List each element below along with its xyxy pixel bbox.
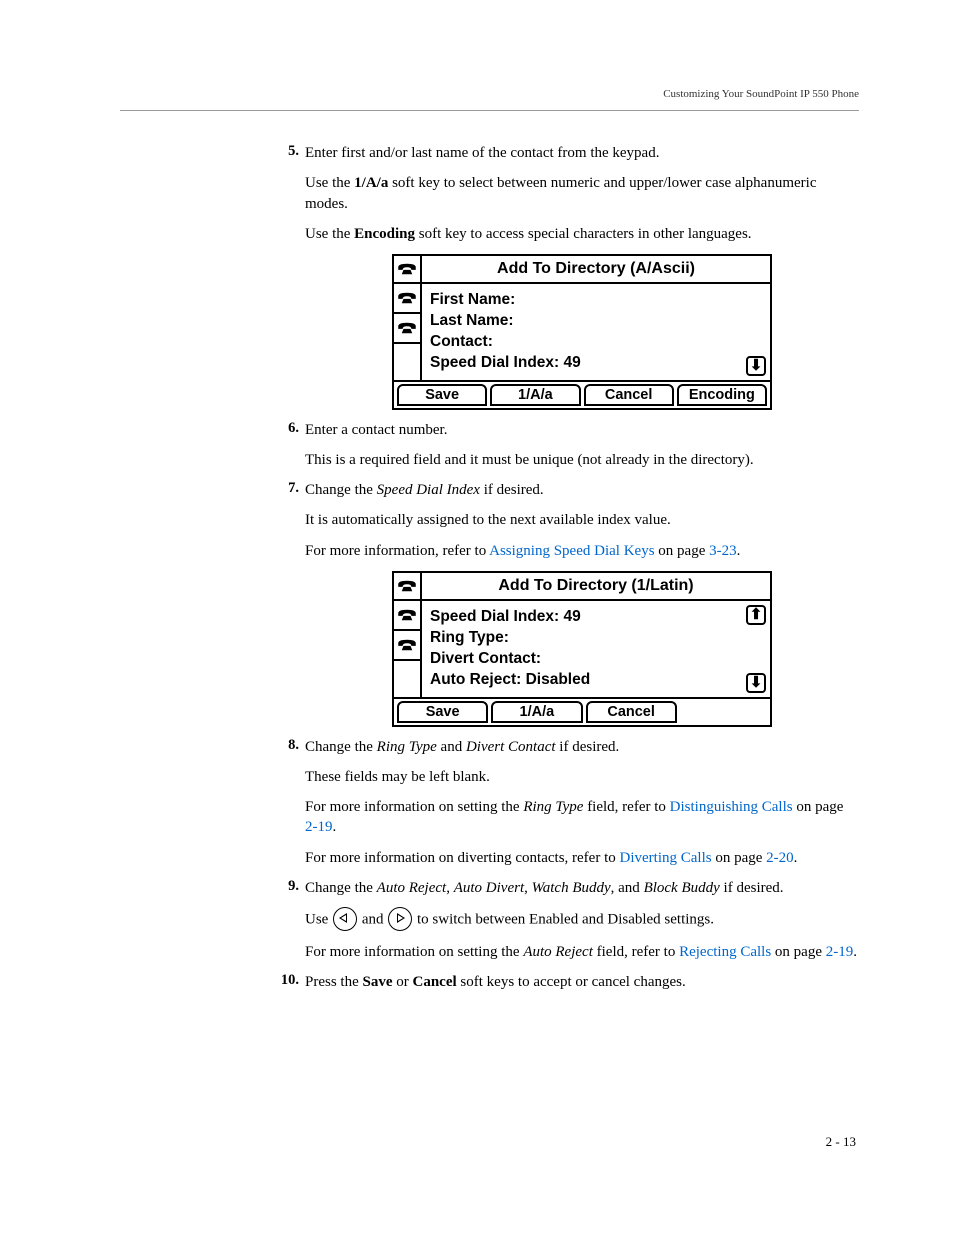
softkey-mode[interactable]: 1/A/a	[491, 701, 582, 723]
softkey-empty	[680, 701, 767, 723]
step-9: 9. Change the Auto Reject, Auto Divert, …	[305, 878, 859, 963]
step-text: For more information, refer to Assigning…	[305, 541, 859, 561]
lcd-field: Auto Reject: Disabled	[430, 670, 762, 691]
softkey-mode[interactable]: 1/A/a	[490, 384, 580, 406]
line-icon	[394, 601, 420, 631]
softkey-save[interactable]: Save	[397, 701, 488, 723]
step-7: 7. Change the Speed Dial Index if desire…	[305, 480, 859, 561]
lcd-field: Ring Type:	[430, 628, 762, 649]
step-text: These fields may be left blank.	[305, 767, 859, 787]
step-number: 10.	[277, 972, 299, 989]
step-10: 10. Press the Save or Cancel soft keys t…	[305, 972, 859, 992]
link-page-ref[interactable]: 2-19	[826, 944, 854, 960]
line-icon	[394, 256, 422, 282]
nav-right-icon	[388, 907, 412, 931]
lcd-field: First Name:	[430, 290, 762, 311]
step-text: For more information on diverting contac…	[305, 848, 859, 868]
step-text: Change the Ring Type and Divert Contact …	[305, 737, 859, 757]
step-text: For more information on setting the Auto…	[305, 942, 859, 962]
link-diverting-calls[interactable]: Diverting Calls	[620, 850, 712, 866]
step-number: 5.	[277, 143, 299, 160]
step-number: 9.	[277, 878, 299, 895]
scroll-down-icon: ⬇	[746, 356, 766, 376]
line-icon	[394, 314, 420, 344]
step-5: 5. Enter first and/or last name of the c…	[305, 143, 859, 244]
page-number: 2 - 13	[826, 1134, 856, 1150]
scroll-down-icon: ⬇	[746, 673, 766, 693]
page-header: Customizing Your SoundPoint IP 550 Phone	[120, 88, 859, 111]
step-number: 7.	[277, 480, 299, 497]
step-text: Use the 1/A/a soft key to select between…	[305, 173, 859, 214]
lcd-field: Divert Contact:	[430, 649, 762, 670]
link-page-ref[interactable]: 2-20	[766, 850, 794, 866]
lcd-screenshot-2: Add To Directory (1/Latin) Speed Dial In…	[392, 571, 772, 727]
link-assigning-speed-dial[interactable]: Assigning Speed Dial Keys	[489, 543, 654, 559]
step-number: 6.	[277, 420, 299, 437]
lcd-field: Speed Dial Index: 49	[430, 353, 762, 374]
lcd-field: Contact:	[430, 332, 762, 353]
link-page-ref[interactable]: 3-23	[709, 543, 737, 559]
line-icon	[394, 284, 420, 314]
step-text: This is a required field and it must be …	[305, 450, 859, 470]
link-page-ref[interactable]: 2-19	[305, 819, 333, 835]
step-text: It is automatically assigned to the next…	[305, 510, 859, 530]
lcd-title: Add To Directory (A/Ascii)	[422, 256, 770, 282]
step-8: 8. Change the Ring Type and Divert Conta…	[305, 737, 859, 868]
step-text: Press the Save or Cancel soft keys to ac…	[305, 972, 859, 992]
softkey-cancel[interactable]: Cancel	[586, 701, 677, 723]
line-icon	[394, 573, 422, 599]
nav-left-icon	[333, 907, 357, 931]
step-text: Change the Speed Dial Index if desired.	[305, 480, 859, 500]
softkey-save[interactable]: Save	[397, 384, 487, 406]
step-text: Enter a contact number.	[305, 420, 859, 440]
lcd-field: Last Name:	[430, 311, 762, 332]
lcd-title: Add To Directory (1/Latin)	[422, 573, 770, 599]
link-distinguishing-calls[interactable]: Distinguishing Calls	[670, 799, 793, 815]
softkey-cancel[interactable]: Cancel	[584, 384, 674, 406]
scroll-up-icon: ⬆	[746, 605, 766, 625]
step-text: Use the Encoding soft key to access spec…	[305, 224, 859, 244]
softkey-encoding[interactable]: Encoding	[677, 384, 767, 406]
step-text: For more information on setting the Ring…	[305, 797, 859, 838]
step-text: Use and to switch between Enabled and Di…	[305, 908, 859, 932]
line-icon	[394, 631, 420, 661]
link-rejecting-calls[interactable]: Rejecting Calls	[679, 944, 771, 960]
lcd-screenshot-1: Add To Directory (A/Ascii) First Name: L…	[392, 254, 772, 410]
step-6: 6. Enter a contact number. This is a req…	[305, 420, 859, 471]
lcd-field: Speed Dial Index: 49	[430, 607, 762, 628]
step-text: Enter first and/or last name of the cont…	[305, 143, 859, 163]
step-number: 8.	[277, 737, 299, 754]
step-text: Change the Auto Reject, Auto Divert, Wat…	[305, 878, 859, 898]
